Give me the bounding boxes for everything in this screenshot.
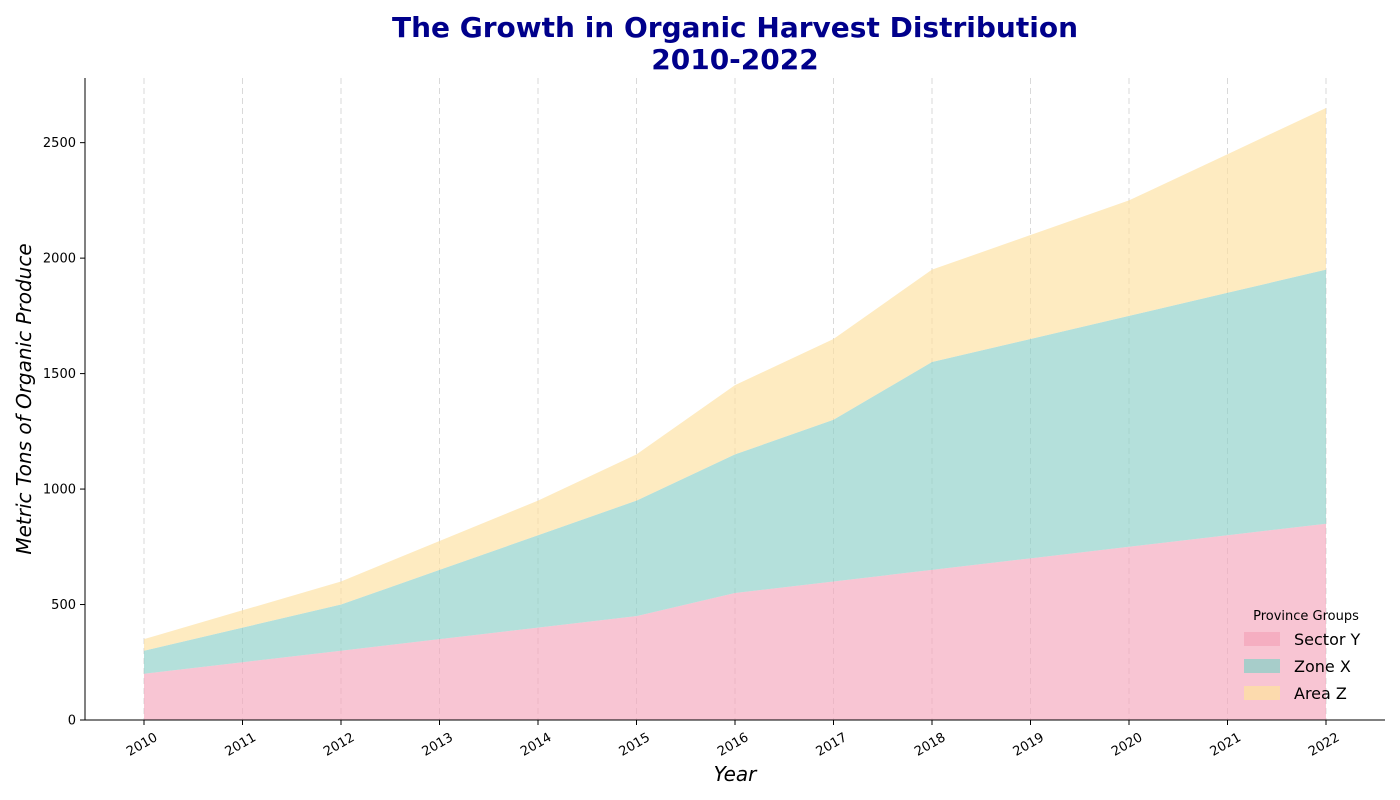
area-series bbox=[144, 108, 1326, 720]
y-axis-label: Metric Tons of Organic Produce bbox=[12, 243, 36, 554]
x-ticks: 2010 2011 2012 2013 2014 2015 2016 2017 2018 2019… bbox=[124, 720, 1342, 760]
x-tick-label: 2017 bbox=[814, 730, 850, 760]
y-tick-label: 1500 bbox=[43, 367, 76, 382]
x-tick-label: 2020 bbox=[1109, 730, 1145, 760]
legend-swatch-sector-y bbox=[1244, 632, 1280, 646]
x-tick-label: 2012 bbox=[321, 730, 357, 760]
x-tick-label: 2014 bbox=[518, 730, 554, 760]
x-axis-label: Year bbox=[714, 762, 759, 786]
x-tick-label: 2019 bbox=[1011, 730, 1047, 760]
legend-label: Area Z bbox=[1294, 684, 1347, 703]
y-tick-label: 2000 bbox=[43, 252, 76, 267]
x-tick-label: 2016 bbox=[715, 730, 751, 760]
x-tick-label: 2022 bbox=[1306, 730, 1342, 760]
legend-title: Province Groups bbox=[1253, 609, 1359, 624]
chart-title-line-2: 2010-2022 bbox=[651, 43, 818, 76]
x-tick-label: 2013 bbox=[420, 730, 456, 760]
legend-swatch-area-z bbox=[1244, 686, 1280, 700]
y-ticks: 0 500 1000 1500 2000 2500 bbox=[43, 136, 85, 729]
area-sector-y bbox=[144, 523, 1326, 720]
x-tick-label: 2011 bbox=[223, 730, 259, 760]
x-tick-label: 2015 bbox=[617, 730, 653, 760]
area-area-z bbox=[144, 108, 1326, 651]
legend: Province Groups Sector Y Zone X Area Z bbox=[1244, 609, 1361, 703]
y-tick-label: 500 bbox=[51, 598, 76, 613]
y-tick-label: 0 bbox=[68, 714, 76, 729]
chart-title-line-1: The Growth in Organic Harvest Distributi… bbox=[392, 11, 1078, 44]
x-tick-label: 2010 bbox=[124, 730, 160, 760]
legend-swatch-zone-x bbox=[1244, 659, 1280, 673]
x-tick-label: 2018 bbox=[912, 730, 948, 760]
legend-label: Sector Y bbox=[1294, 630, 1361, 649]
y-tick-label: 1000 bbox=[43, 483, 76, 498]
y-tick-label: 2500 bbox=[43, 136, 76, 151]
legend-label: Zone X bbox=[1294, 657, 1351, 676]
area-zone-x bbox=[144, 269, 1326, 674]
x-tick-label: 2021 bbox=[1208, 730, 1244, 760]
